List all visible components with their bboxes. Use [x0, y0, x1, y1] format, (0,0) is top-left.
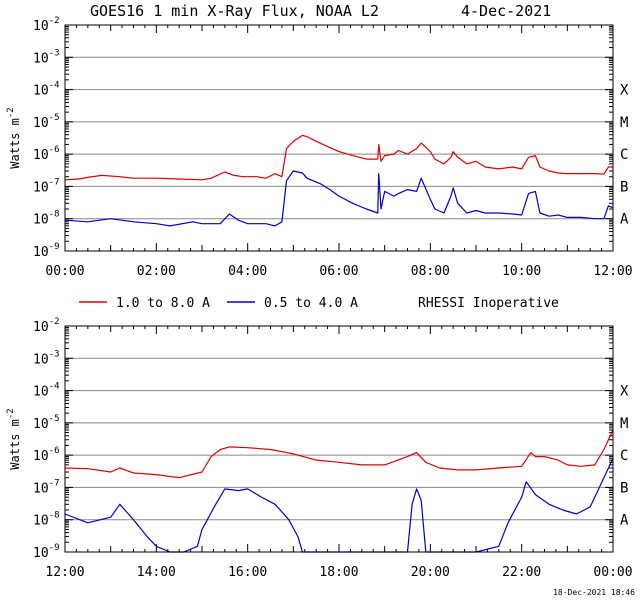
series-short-line [64, 458, 614, 553]
y-tick-label: 10-9 [33, 242, 60, 260]
x-tick-label: 12:00 [45, 565, 84, 580]
y-tick-label: 10-9 [33, 543, 60, 561]
legend-short-label: 0.5 to 4.0 A [264, 296, 358, 311]
series-long-line [64, 134, 613, 181]
rhessi-note: RHESSI Inoperative [418, 296, 559, 311]
footer-timestamp: 18-Dec-2021 18:46 [553, 588, 635, 597]
legend-long-label: 1.0 to 8.0 A [116, 296, 210, 311]
y-tick-label: 10-7 [33, 177, 60, 195]
y-tick-label: 10-5 [33, 414, 60, 432]
y-tick-label: 10-6 [33, 446, 60, 464]
series-short-line [64, 170, 614, 227]
y-tick-label: 10-3 [33, 349, 60, 367]
y-tick-label: 10-7 [33, 478, 60, 496]
y-tick-label: 10-4 [33, 81, 60, 99]
y-tick-label: 10-3 [33, 48, 60, 66]
x-tick-label: 12:00 [593, 264, 632, 279]
figure-date: 4-Dec-2021 [461, 2, 551, 20]
x-tick-label: 10:00 [502, 264, 541, 279]
y-tick-label: 10-6 [33, 145, 60, 163]
flare-class-label: A [620, 513, 629, 529]
x-tick-label: 22:00 [502, 565, 541, 580]
x-tick-label: 08:00 [411, 264, 450, 279]
x-tick-label: 00:00 [45, 264, 84, 279]
flare-class-label: A [620, 212, 629, 228]
x-tick-label: 06:00 [319, 264, 358, 279]
y-tick-label: 10-2 [33, 317, 60, 335]
y-axis-label: Watts m-2 [6, 408, 22, 469]
y-tick-label: 10-5 [33, 113, 60, 131]
flare-class-label: X [620, 384, 629, 400]
panel-top: 10-2 10-3 10-4 10-5 10-6 10-7 10-8 10-9 00:00 02:… [6, 16, 633, 279]
flare-class-label: X [620, 83, 629, 99]
x-tick-label: 02:00 [137, 264, 176, 279]
y-tick-label: 10-4 [33, 382, 60, 400]
x-tick-label: 04:00 [228, 264, 267, 279]
flare-class-label: C [620, 448, 628, 464]
x-tick-label: 14:00 [137, 565, 176, 580]
x-tick-label: 18:00 [319, 565, 358, 580]
flare-class-label: B [620, 179, 628, 195]
flare-class-label: B [620, 480, 628, 496]
flare-class-label: M [620, 115, 628, 131]
x-tick-label: 20:00 [411, 565, 450, 580]
flare-class-label: M [620, 416, 628, 432]
plot-frame [64, 325, 614, 553]
x-tick-label: 00:00 [593, 565, 632, 580]
x-tick-label: 16:00 [228, 565, 267, 580]
y-axis-label: Watts m-2 [6, 107, 22, 168]
panel-bottom: 10-2 10-3 10-4 10-5 10-6 10-7 10-8 10-9 12:00 14:… [6, 317, 633, 580]
flare-class-label: C [620, 147, 628, 163]
y-tick-label: 10-8 [33, 511, 60, 529]
figure-title: GOES16 1 min X-Ray Flux, NOAA L2 [90, 2, 379, 20]
series-long-line [64, 429, 614, 479]
y-tick-label: 10-8 [33, 210, 60, 228]
plot-frame [64, 24, 614, 252]
y-tick-label: 10-2 [33, 16, 60, 34]
legend: 1.0 to 8.0 A 0.5 to 4.0 A RHESSI Inopera… [79, 296, 559, 311]
